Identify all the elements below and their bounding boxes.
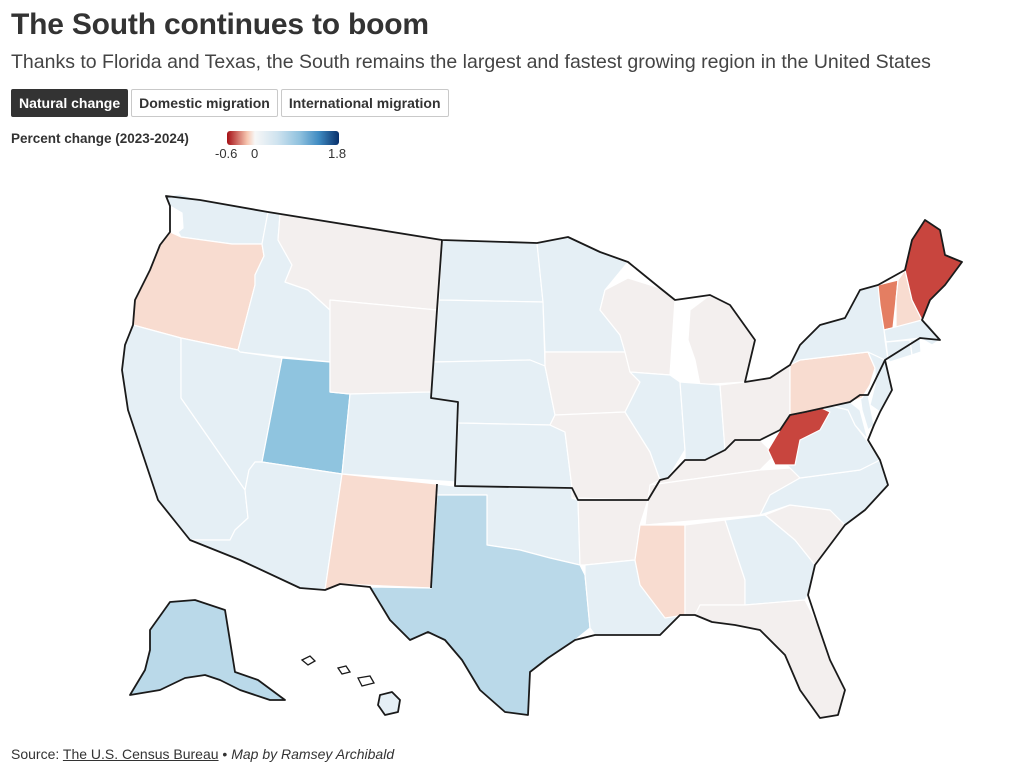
- region-outline: [121, 195, 963, 719]
- page-subtitle: Thanks to Florida and Texas, the South r…: [11, 51, 931, 73]
- tab-natural-change[interactable]: Natural change: [11, 89, 129, 117]
- legend-max-label: 1.8: [328, 146, 347, 161]
- state-north-dakota[interactable]: [438, 239, 544, 303]
- source-link[interactable]: The U.S. Census Bureau: [62, 746, 219, 762]
- page-title: The South continues to boom: [11, 8, 429, 41]
- map-credit: Map by Ramsey Archibald: [231, 746, 395, 762]
- state-south-dakota[interactable]: [432, 299, 546, 367]
- tab-domestic-migration[interactable]: Domestic migration: [131, 89, 278, 117]
- state-new-york[interactable]: [789, 284, 889, 366]
- state-alaska[interactable]: [129, 599, 286, 701]
- state-colorado[interactable]: [341, 391, 459, 483]
- source-prefix: Source:: [11, 746, 63, 762]
- state-new-mexico[interactable]: [324, 473, 438, 591]
- legend-title: Percent change (2023-2024): [11, 131, 189, 146]
- state-iowa[interactable]: [544, 351, 641, 416]
- state-michigan[interactable]: [687, 294, 756, 386]
- state-wisconsin[interactable]: [599, 277, 676, 376]
- source-credit: Source: The U.S. Census Bureau • Map by …: [11, 746, 394, 762]
- hawaii-small-islands: [300, 655, 375, 687]
- state-florida[interactable]: [694, 599, 846, 719]
- state-wyoming[interactable]: [329, 299, 438, 395]
- state-kansas[interactable]: [454, 422, 573, 489]
- legend-color-scale: [227, 131, 339, 145]
- state-indiana[interactable]: [679, 381, 726, 461]
- metric-tabs: Natural change Domestic migration Intern…: [11, 89, 449, 117]
- legend-min-label: -0.6: [215, 146, 238, 161]
- legend-zero-label: 0: [251, 146, 259, 161]
- source-separator: •: [218, 746, 232, 762]
- tab-international-migration[interactable]: International migration: [280, 89, 449, 117]
